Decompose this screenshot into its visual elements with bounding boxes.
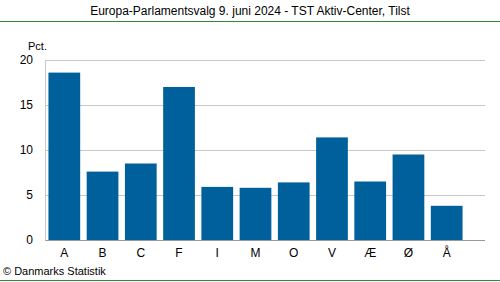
x-tick: V — [328, 240, 336, 260]
y-tick: 15 — [20, 98, 45, 112]
x-tick-label: V — [328, 246, 336, 260]
title: Europa-Parlamentsvalg 9. juni 2024 - TST… — [90, 4, 410, 18]
y-tick-label: 5 — [26, 188, 33, 202]
x-tick: B — [99, 240, 107, 260]
grid — [45, 61, 485, 241]
bar — [125, 164, 157, 241]
bar — [87, 172, 119, 240]
x-tick-label: Å — [443, 245, 451, 260]
x-tick: Æ — [364, 240, 376, 260]
x-tick: C — [136, 240, 145, 260]
x-axis-line — [46, 240, 467, 241]
x-tick-label: C — [136, 246, 145, 260]
x-tick-label: Ø — [404, 246, 413, 260]
bar — [240, 188, 272, 240]
grid-line — [45, 105, 485, 106]
y-tick: 20 — [20, 53, 45, 67]
grid-line — [45, 150, 485, 151]
bar — [278, 182, 310, 240]
x-tick: M — [251, 240, 261, 260]
x-tick-label: F — [175, 246, 182, 260]
bar — [201, 187, 233, 240]
bar — [393, 155, 425, 241]
x-tick-label: O — [289, 246, 298, 260]
bar — [431, 206, 463, 240]
x-tick: A — [60, 240, 68, 260]
x-tick: I — [216, 240, 219, 260]
bar — [48, 73, 80, 240]
y-axis: 0 5 10 15 20 — [20, 53, 46, 247]
grid-line — [45, 240, 485, 241]
x-tick: Å — [443, 240, 451, 260]
footer-rule — [0, 280, 500, 281]
y-tick-label: 10 — [20, 143, 34, 157]
x-tick: Ø — [404, 240, 413, 260]
chart: Europa-Parlamentsvalg 9. juni 2024 - TST… — [0, 0, 500, 282]
x-tick-label: M — [251, 246, 261, 260]
y-tick-label: 0 — [26, 233, 33, 247]
x-axis: ABCFIMOVÆØÅ — [46, 240, 467, 260]
y-tick: 10 — [20, 143, 45, 157]
y-label: Pct. — [28, 40, 47, 52]
source: © Danmarks Statistik — [3, 265, 106, 277]
bar — [316, 137, 348, 240]
bar — [354, 182, 386, 241]
header-rule — [0, 21, 500, 22]
bar — [163, 87, 195, 240]
x-tick-label: A — [60, 246, 68, 260]
y-tick: 0 — [26, 233, 45, 247]
x-tick: O — [289, 240, 298, 260]
y-axis-line — [45, 61, 46, 241]
x-tick-label: I — [216, 246, 219, 260]
grid-line — [45, 60, 485, 61]
y-tick-label: 15 — [20, 98, 34, 112]
bars — [48, 73, 462, 240]
x-tick-label: Æ — [364, 246, 376, 260]
y-tick-label: 20 — [20, 53, 34, 67]
x-tick-label: B — [99, 246, 107, 260]
x-tick: F — [175, 240, 182, 260]
y-tick: 5 — [26, 188, 45, 202]
